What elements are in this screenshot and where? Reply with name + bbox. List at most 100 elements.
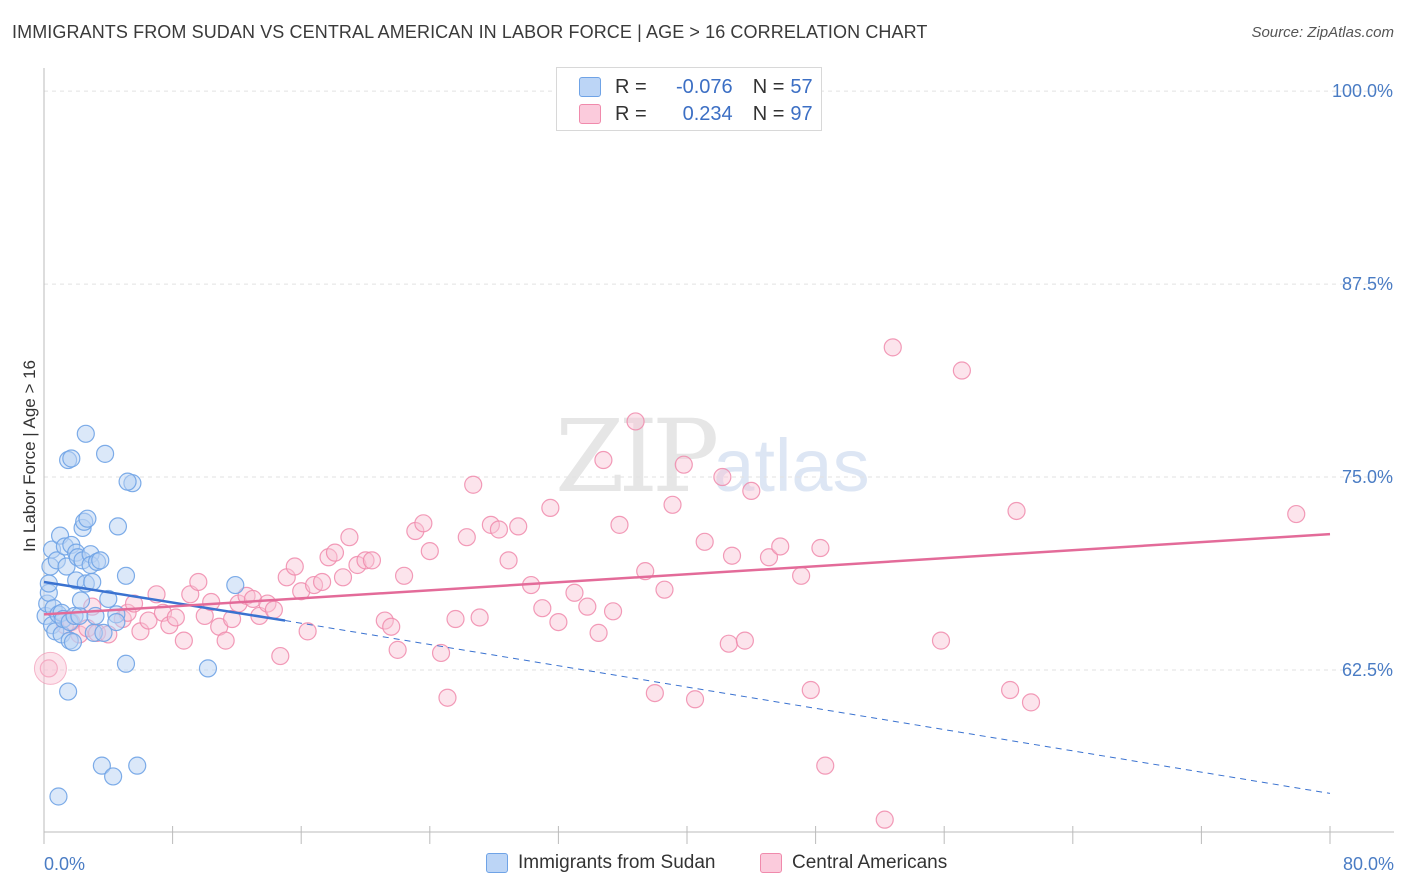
sudan-point	[118, 472, 137, 491]
central-trend-line	[43, 532, 1331, 616]
sudan-point	[71, 591, 91, 610]
central-point	[713, 467, 732, 487]
central-point	[189, 572, 208, 592]
central-point	[1007, 501, 1026, 521]
central-point	[663, 495, 682, 514]
r-label: R =	[615, 102, 647, 125]
sudan-point	[116, 566, 136, 585]
central-point	[685, 690, 705, 709]
central-americans-points	[33, 338, 1306, 829]
central-point	[166, 608, 185, 627]
central-point	[655, 580, 674, 599]
central-point	[470, 608, 489, 627]
central-point	[1001, 680, 1020, 700]
central-point	[719, 634, 738, 653]
central-point	[446, 609, 465, 629]
central-point	[578, 597, 597, 616]
central-point	[202, 592, 221, 612]
n-value: 57	[790, 75, 813, 98]
central-swatch	[579, 104, 601, 124]
central-point	[792, 566, 811, 585]
central-point	[735, 631, 754, 650]
central-point	[674, 455, 693, 474]
central-point	[610, 515, 629, 534]
central-point	[771, 537, 790, 556]
central-point	[298, 622, 317, 641]
central-point	[271, 646, 290, 666]
central-point	[759, 548, 779, 567]
central-point	[742, 481, 761, 501]
central-point	[394, 566, 414, 585]
legend-item-central[interactable]: Central Americans	[760, 852, 947, 874]
sudan-point	[63, 633, 83, 652]
n-label: N =	[752, 102, 785, 125]
central-point	[541, 498, 560, 517]
central-point	[264, 600, 283, 619]
central-point	[1287, 504, 1306, 524]
sudan-point	[198, 659, 218, 678]
y-tick-label: 75.0%	[1342, 467, 1393, 487]
sudan-point	[108, 517, 128, 536]
central-point	[356, 551, 375, 570]
central-point	[174, 631, 193, 650]
central-point	[565, 583, 584, 602]
central-point	[489, 520, 509, 539]
central-point	[811, 538, 830, 558]
sudan-point	[76, 424, 95, 443]
sudan-swatch	[579, 77, 601, 97]
central-point	[645, 683, 664, 703]
central-point	[464, 475, 483, 494]
central-point	[457, 528, 476, 547]
sudan-point	[78, 509, 97, 528]
sudan-point	[49, 787, 68, 806]
central-point	[139, 611, 158, 630]
sudan-point	[104, 767, 123, 786]
chart-title: IMMIGRANTS FROM SUDAN VS CENTRAL AMERICA…	[12, 22, 928, 42]
n-label: N =	[752, 75, 785, 98]
stats-box: R = -0.076 N = 57 R = 0.234 N = 97	[556, 67, 822, 131]
sudan-point	[62, 449, 81, 468]
sudan-point	[107, 612, 126, 632]
central-point	[382, 617, 401, 636]
x-tick-label-max: 80.0%	[1343, 854, 1394, 874]
stats-row-central: R = 0.234 N = 97	[579, 101, 813, 127]
legend-item-sudan[interactable]: Immigrants from Sudan	[486, 852, 715, 874]
central-point	[325, 543, 345, 562]
central-point	[695, 532, 714, 551]
central-point	[1021, 693, 1041, 712]
x-tick-label-min: 0.0%	[44, 854, 85, 874]
central-point	[931, 631, 951, 650]
grid-lines	[44, 90, 1394, 671]
sudan-point	[128, 756, 147, 775]
central-point	[222, 609, 242, 629]
central-point	[589, 623, 608, 642]
legend-sudan-label: Immigrants from Sudan	[518, 852, 716, 873]
central-point	[39, 659, 58, 678]
central-point	[312, 572, 332, 592]
central-point	[801, 680, 820, 700]
central-point	[722, 546, 742, 565]
r-value: -0.076	[675, 75, 733, 98]
central-point	[603, 602, 623, 621]
central-point	[216, 631, 235, 650]
central-point	[549, 612, 568, 632]
central-point	[285, 557, 304, 576]
sudan-point	[99, 589, 118, 609]
sudan-point	[95, 444, 115, 463]
central-point	[243, 589, 263, 609]
sudan-point	[91, 551, 110, 570]
central-point	[414, 514, 433, 533]
y-axis-label: In Labor Force | Age > 16	[20, 359, 39, 553]
central-point	[388, 640, 407, 659]
central-point	[420, 541, 439, 561]
y-tick-label: 87.5%	[1342, 274, 1393, 294]
trend-lines	[43, 532, 1331, 794]
sudan-point	[94, 623, 113, 642]
n-value: 97	[790, 102, 813, 125]
sudan-point	[226, 575, 245, 595]
central-point	[883, 338, 902, 357]
central-point	[499, 551, 518, 570]
axes	[43, 68, 1394, 844]
central-point	[875, 810, 894, 829]
